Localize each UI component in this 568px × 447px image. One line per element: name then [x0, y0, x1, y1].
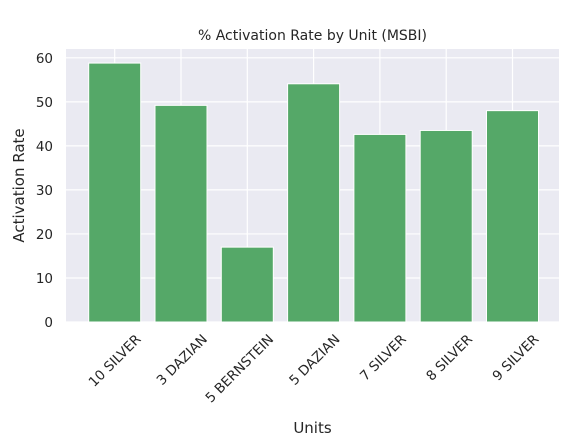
- y-tick-label: 30: [36, 183, 53, 199]
- x-axis-label: Units: [293, 419, 332, 437]
- y-tick-label: 50: [36, 95, 53, 111]
- y-tick-label: 10: [36, 271, 53, 287]
- x-tick-label: 3 DAZIAN: [154, 332, 211, 389]
- y-tick-label: 20: [36, 227, 53, 243]
- x-tick-label: 10 SILVER: [86, 332, 145, 391]
- bar: [486, 110, 539, 323]
- y-tick-label: 40: [36, 139, 53, 155]
- x-tick-label: 5 BERNSTEIN: [202, 332, 277, 407]
- x-tick-label: 9 SILVER: [490, 332, 543, 385]
- bar: [287, 83, 341, 323]
- y-axis-ticks: 0 10 20 30 40 50 60: [36, 51, 53, 331]
- bars: [88, 62, 539, 323]
- y-axis-label: Activation Rate: [10, 128, 28, 242]
- chart-title: % Activation Rate by Unit (MSBI): [198, 28, 427, 44]
- y-tick-label: 0: [44, 315, 53, 331]
- bar: [154, 104, 208, 323]
- x-tick-label: 8 SILVER: [423, 332, 476, 385]
- bar: [88, 62, 142, 323]
- y-tick-label: 60: [36, 51, 53, 67]
- bar: [353, 133, 407, 323]
- bar: [419, 129, 473, 323]
- x-tick-label: 5 DAZIAN: [286, 332, 343, 389]
- bar: [220, 246, 274, 323]
- x-tick-label: 7 SILVER: [357, 332, 410, 385]
